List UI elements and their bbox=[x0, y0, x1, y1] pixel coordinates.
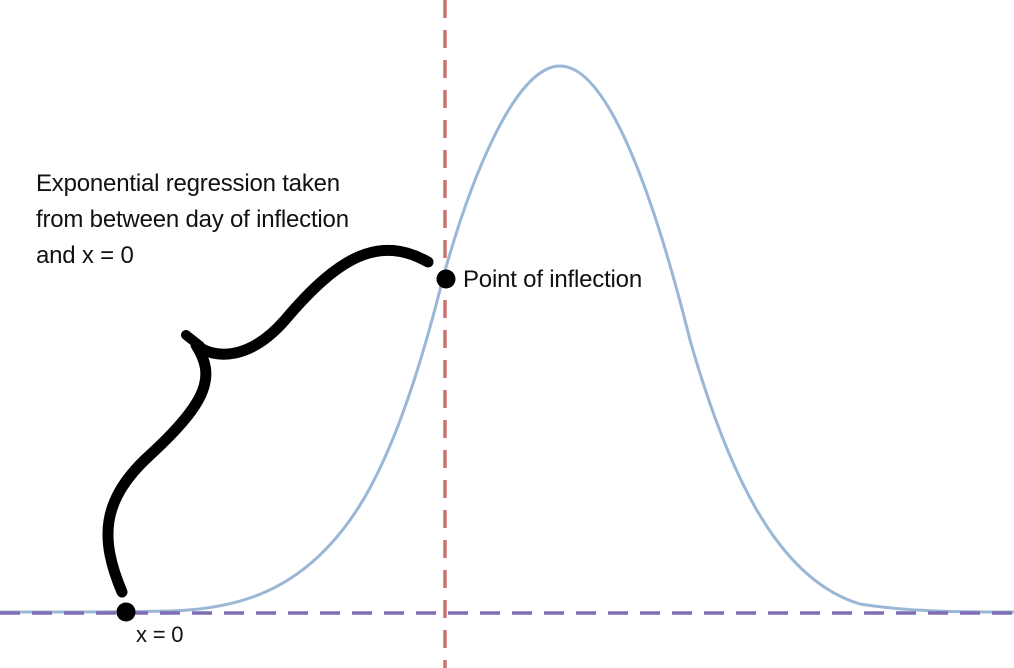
origin-point-marker bbox=[116, 602, 136, 622]
origin-label: x = 0 bbox=[136, 622, 184, 647]
brace-upper-tip bbox=[181, 330, 205, 351]
regression-annotation: Exponential regression taken from betwee… bbox=[36, 166, 406, 274]
inflection-point-label: Point of inflection bbox=[463, 266, 642, 293]
regression-annotation-line-2: from between day of inflection bbox=[36, 206, 349, 233]
curly-brace bbox=[102, 244, 434, 598]
inflection-point-marker bbox=[436, 269, 456, 289]
bell-curve bbox=[0, 64, 1014, 614]
regression-annotation-line-1: Exponential regression taken bbox=[36, 170, 340, 197]
regression-annotation-line-3: and x = 0 bbox=[36, 242, 134, 269]
